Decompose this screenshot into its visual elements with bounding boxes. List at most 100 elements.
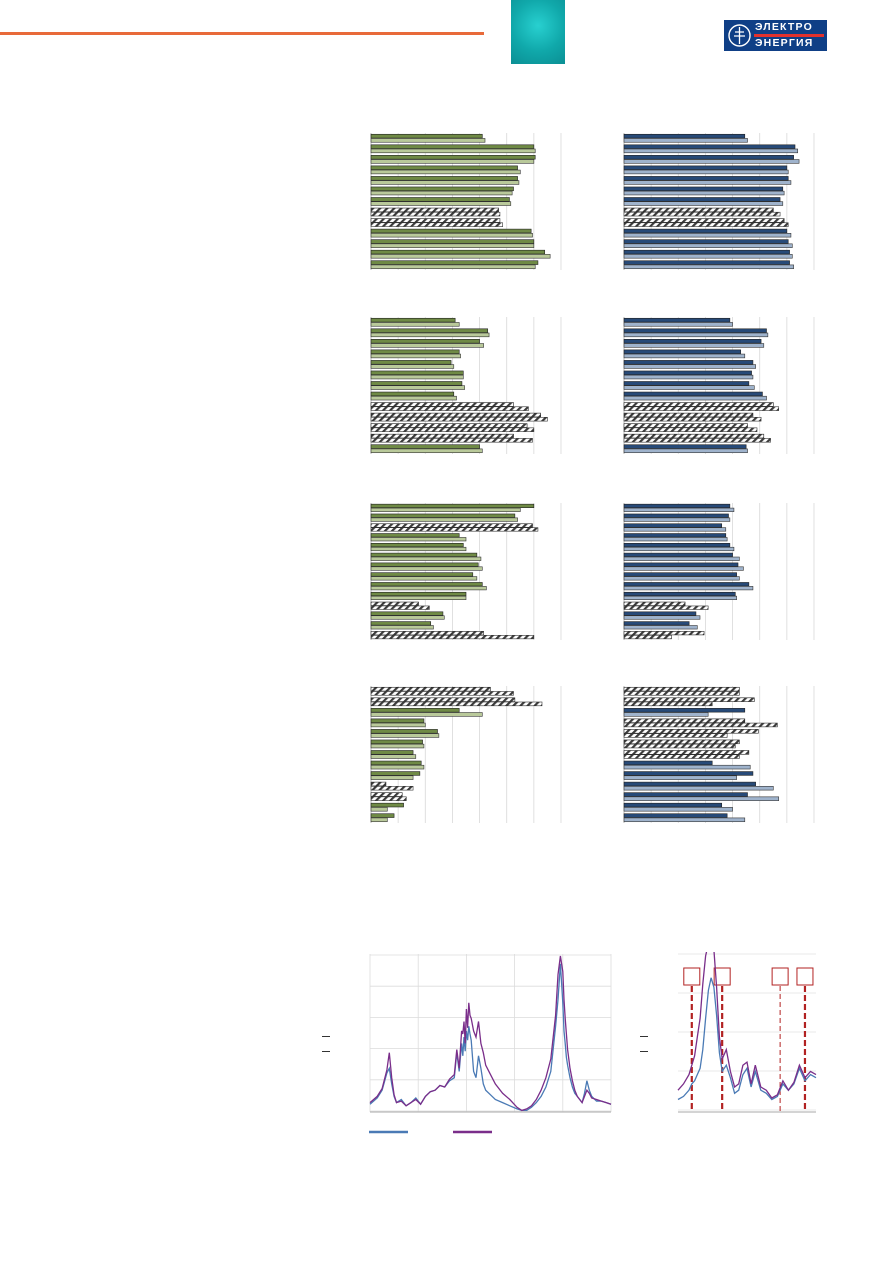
bar [623,385,755,390]
bar [623,764,751,770]
bar [623,507,735,512]
bar [623,159,800,164]
spectrum-chart-left [369,954,612,1113]
bar [623,546,735,552]
bar [370,328,489,333]
bar [623,601,686,606]
bar [623,722,778,728]
bar-chart-5 [370,503,562,640]
bar [370,591,467,597]
bar [623,243,793,248]
equation-mark [640,1051,648,1052]
bar [370,417,548,422]
bar [623,328,767,333]
bar [623,211,781,217]
bar [623,729,759,734]
bar [623,615,701,620]
bar [623,543,731,548]
bar [370,586,487,591]
bar [370,395,457,401]
logo-text-line1: ЭЛЕКТРО [755,21,813,33]
bar [370,625,434,630]
bar [370,764,425,770]
logo-text-line2: ЭНЕРГИЯ [755,37,814,49]
bar [370,635,535,640]
bar [370,201,512,206]
bar [623,374,754,380]
bar [370,406,529,411]
bar [370,543,464,548]
marker-label-box [771,967,789,986]
logo-red-strip [754,33,824,37]
marker-label-box [796,967,814,986]
company-logo: ЭЛЕКТРО ЭНЕРГИЯ [724,20,827,51]
bar [623,169,789,175]
equation-mark [322,1051,330,1052]
bar [370,144,535,149]
bar [623,239,789,244]
bar [623,412,754,418]
bar [370,444,480,449]
bar [623,417,762,422]
bar [623,381,750,386]
bar [370,708,460,713]
bar [623,144,796,149]
bar [623,533,727,538]
bar-chart-7 [370,686,562,823]
bar [370,433,514,439]
header-accent-line [0,32,484,35]
bar [623,254,793,259]
bar [370,374,464,380]
bar [370,601,419,606]
bar [370,503,535,508]
bar [370,786,414,791]
bar [370,631,484,636]
bar [370,155,536,160]
bar [623,360,754,365]
bar [623,222,789,227]
bar [623,332,769,338]
bar-chart-3 [370,317,562,454]
bar [370,817,388,823]
bar [623,260,790,265]
bar [370,595,467,600]
bar [370,517,518,522]
bar [370,513,516,518]
bar [370,207,499,213]
bar [370,133,483,139]
bar [623,207,774,213]
bar [623,343,765,348]
bar [370,176,518,181]
bar [623,349,742,354]
bar [370,427,535,432]
bar [370,802,404,808]
bar [623,438,771,443]
bar [623,264,794,270]
bar [623,611,697,616]
bar [623,802,723,808]
bar [370,566,483,571]
bar [623,743,736,749]
bar [623,322,733,327]
spectrum-chart-right [677,952,817,1113]
bar [370,339,480,344]
bar [370,343,484,348]
logo-emblem-icon [728,24,751,47]
bar [623,701,713,707]
bar [370,249,546,255]
bar [370,222,503,227]
bar [370,572,474,577]
bar [370,349,460,354]
bar [370,533,460,538]
bar [370,381,463,386]
bar [623,165,788,170]
bar [623,556,740,561]
bar [623,391,763,397]
bar [623,353,746,359]
bar [623,572,737,577]
bar [370,718,425,723]
bar [623,718,746,723]
bar [370,537,467,542]
bar [623,444,747,449]
equation-mark [640,1036,648,1037]
